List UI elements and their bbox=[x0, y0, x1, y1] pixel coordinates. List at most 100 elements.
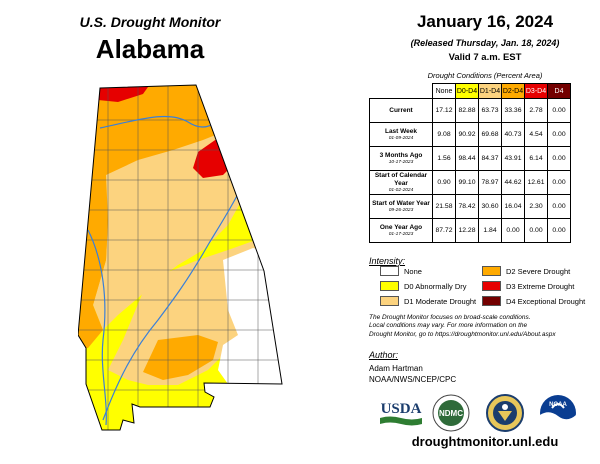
table-cell: 82.88 bbox=[455, 98, 479, 123]
table-row: 3 Months Ago 10-17-2023 1.56 98.44 84.37 … bbox=[369, 146, 571, 171]
table-header-row: None D0-D4 D1-D4 D2-D4 D3-D4 D4 bbox=[369, 83, 571, 99]
doc-seal-logo[interactable] bbox=[486, 394, 524, 432]
note-line: Drought Monitor, go to https://droughtmo… bbox=[369, 330, 556, 338]
author-title: Author: bbox=[369, 350, 399, 360]
usda-logo-text: USDA bbox=[381, 401, 422, 417]
table-cell: 33.36 bbox=[501, 98, 525, 123]
note-text: The Drought Monitor focuses on broad-sca… bbox=[369, 314, 595, 339]
note-line: The Drought Monitor focuses on broad-sca… bbox=[369, 314, 531, 321]
table-cell: 78.97 bbox=[478, 170, 502, 195]
table-row: One Year Ago 01-17-2023 87.72 12.28 1.84 … bbox=[369, 218, 571, 243]
author-org: NOAA/NWS/NCEP/CPC bbox=[369, 375, 457, 384]
table-cell: 84.37 bbox=[478, 146, 502, 171]
col-header-d1-d4: D1-D4 bbox=[478, 83, 502, 99]
table-cell: 44.62 bbox=[501, 170, 525, 195]
legend-item-d3: D3 Extreme Drought bbox=[482, 281, 574, 291]
table-caption: Drought Conditions (Percent Area) bbox=[427, 71, 543, 80]
legend-swatch bbox=[482, 281, 501, 291]
table-cell: 6.14 bbox=[524, 146, 548, 171]
legend-swatch bbox=[380, 266, 399, 276]
row-label: One Year Ago 01-17-2023 bbox=[369, 218, 433, 243]
row-label: Current bbox=[369, 98, 433, 123]
table-cell: 2.78 bbox=[524, 98, 548, 123]
table-cell: 0.00 bbox=[501, 218, 525, 243]
note-line: Local conditions may vary. For more info… bbox=[369, 322, 528, 330]
table-row: Start of Water Year 09-26-2023 21.58 78.4… bbox=[369, 194, 571, 219]
table-cell: 99.10 bbox=[455, 170, 479, 195]
legend-swatch bbox=[482, 266, 501, 276]
row-date: 01-17-2023 bbox=[388, 231, 414, 237]
row-label: 3 Months Ago 10-17-2023 bbox=[369, 146, 433, 171]
col-header-none: None bbox=[432, 83, 456, 99]
table-cell: 0.00 bbox=[547, 170, 571, 195]
row-date: 01-09-2024 bbox=[388, 135, 414, 141]
legend-item-d1: D1 Moderate Drought bbox=[380, 296, 476, 306]
legend-item-none: None bbox=[380, 266, 422, 276]
legend-label: D1 Moderate Drought bbox=[404, 296, 477, 306]
table-cell: 9.08 bbox=[432, 122, 456, 147]
col-header-d4: D4 bbox=[547, 83, 571, 99]
table-cell: 12.61 bbox=[524, 170, 548, 195]
legend-swatch bbox=[380, 296, 399, 306]
legend-label: D2 Severe Drought bbox=[506, 266, 571, 276]
col-header-d3-d4: D3-D4 bbox=[524, 83, 548, 99]
author-name: Adam Hartman bbox=[369, 364, 423, 373]
table-cell: 69.68 bbox=[478, 122, 502, 147]
table-cell: 90.92 bbox=[455, 122, 479, 147]
table-cell: 43.91 bbox=[501, 146, 525, 171]
row-date: 10-17-2023 bbox=[388, 159, 414, 165]
ndmc-logo-text: NDMC bbox=[439, 409, 463, 418]
col-header-d2-d4: D2-D4 bbox=[501, 83, 525, 99]
map-title: Alabama bbox=[95, 34, 205, 64]
tombigbee-river bbox=[87, 229, 107, 426]
drought-map bbox=[77, 80, 284, 452]
alabama-outline bbox=[77, 84, 283, 431]
site-link[interactable]: droughtmonitor.unl.edu bbox=[411, 434, 559, 449]
legend-label: D0 Abnormally Dry bbox=[404, 281, 467, 291]
ndmc-logo[interactable]: NDMC bbox=[432, 394, 470, 432]
table-corner bbox=[369, 83, 433, 99]
table-cell: 0.00 bbox=[547, 98, 571, 123]
row-label: Last Week 01-09-2024 bbox=[369, 122, 433, 147]
table-cell: 1.84 bbox=[478, 218, 502, 243]
table-cell: 40.73 bbox=[501, 122, 525, 147]
table-cell: 0.00 bbox=[547, 218, 571, 243]
row-label: Start of Calendar Year 01-02-2024 bbox=[369, 170, 433, 195]
legend-label: D4 Exceptional Drought bbox=[506, 296, 586, 306]
table-cell: 78.42 bbox=[455, 194, 479, 219]
table-cell: 30.60 bbox=[478, 194, 502, 219]
table-cell: 2.30 bbox=[524, 194, 548, 219]
col-header-d0-d4: D0-D4 bbox=[455, 83, 479, 99]
noaa-logo[interactable]: NOAA bbox=[539, 394, 577, 435]
legend-label: None bbox=[404, 266, 422, 276]
noaa-logo-text: NOAA bbox=[549, 402, 567, 408]
table-cell: 4.54 bbox=[524, 122, 548, 147]
table-cell: 0.00 bbox=[524, 218, 548, 243]
row-date: 01-02-2024 bbox=[388, 187, 414, 193]
map-subtitle: U.S. Drought Monitor bbox=[79, 14, 221, 30]
table-cell: 0.90 bbox=[432, 170, 456, 195]
row-date: 09-26-2023 bbox=[388, 207, 414, 213]
map-date: January 16, 2024 bbox=[416, 12, 554, 31]
legend-item-d2: D2 Severe Drought bbox=[482, 266, 570, 276]
legend-swatch bbox=[380, 281, 399, 291]
table-cell: 12.28 bbox=[455, 218, 479, 243]
drought-conditions-table: None D0-D4 D1-D4 D2-D4 D3-D4 D4 Current … bbox=[369, 83, 571, 243]
table-cell: 98.44 bbox=[455, 146, 479, 171]
legend-label: D3 Extreme Drought bbox=[506, 281, 575, 291]
legend-swatch bbox=[482, 296, 501, 306]
table-cell: 17.12 bbox=[432, 98, 456, 123]
table-row: Start of Calendar Year 01-02-2024 0.90 99… bbox=[369, 170, 571, 195]
usda-logo[interactable]: USDA bbox=[378, 396, 424, 430]
row-label: Start of Water Year 09-26-2023 bbox=[369, 194, 433, 219]
table-row: Current 17.12 82.88 63.73 33.36 2.78 0.0… bbox=[369, 98, 571, 123]
table-cell: 0.00 bbox=[547, 146, 571, 171]
intensity-title: Intensity: bbox=[369, 256, 406, 266]
d2-region-south bbox=[143, 335, 218, 380]
table-cell: 1.56 bbox=[432, 146, 456, 171]
valid-time: Valid 7 a.m. EST bbox=[448, 52, 522, 63]
table-cell: 21.58 bbox=[432, 194, 456, 219]
table-cell: 16.04 bbox=[501, 194, 525, 219]
table-row: Last Week 01-09-2024 9.08 90.92 69.68 40.… bbox=[369, 122, 571, 147]
legend-item-d4: D4 Exceptional Drought bbox=[482, 296, 585, 306]
